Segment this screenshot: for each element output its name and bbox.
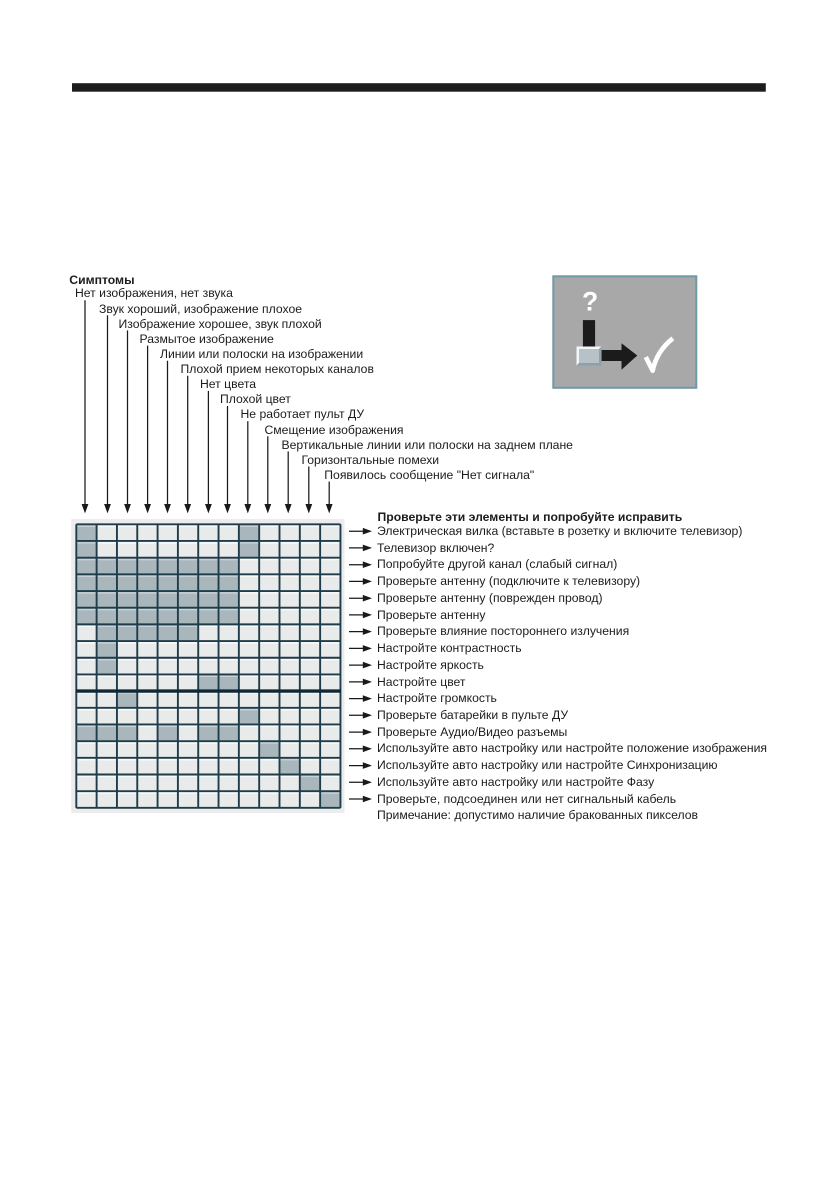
svg-text:?: ?	[582, 287, 598, 317]
